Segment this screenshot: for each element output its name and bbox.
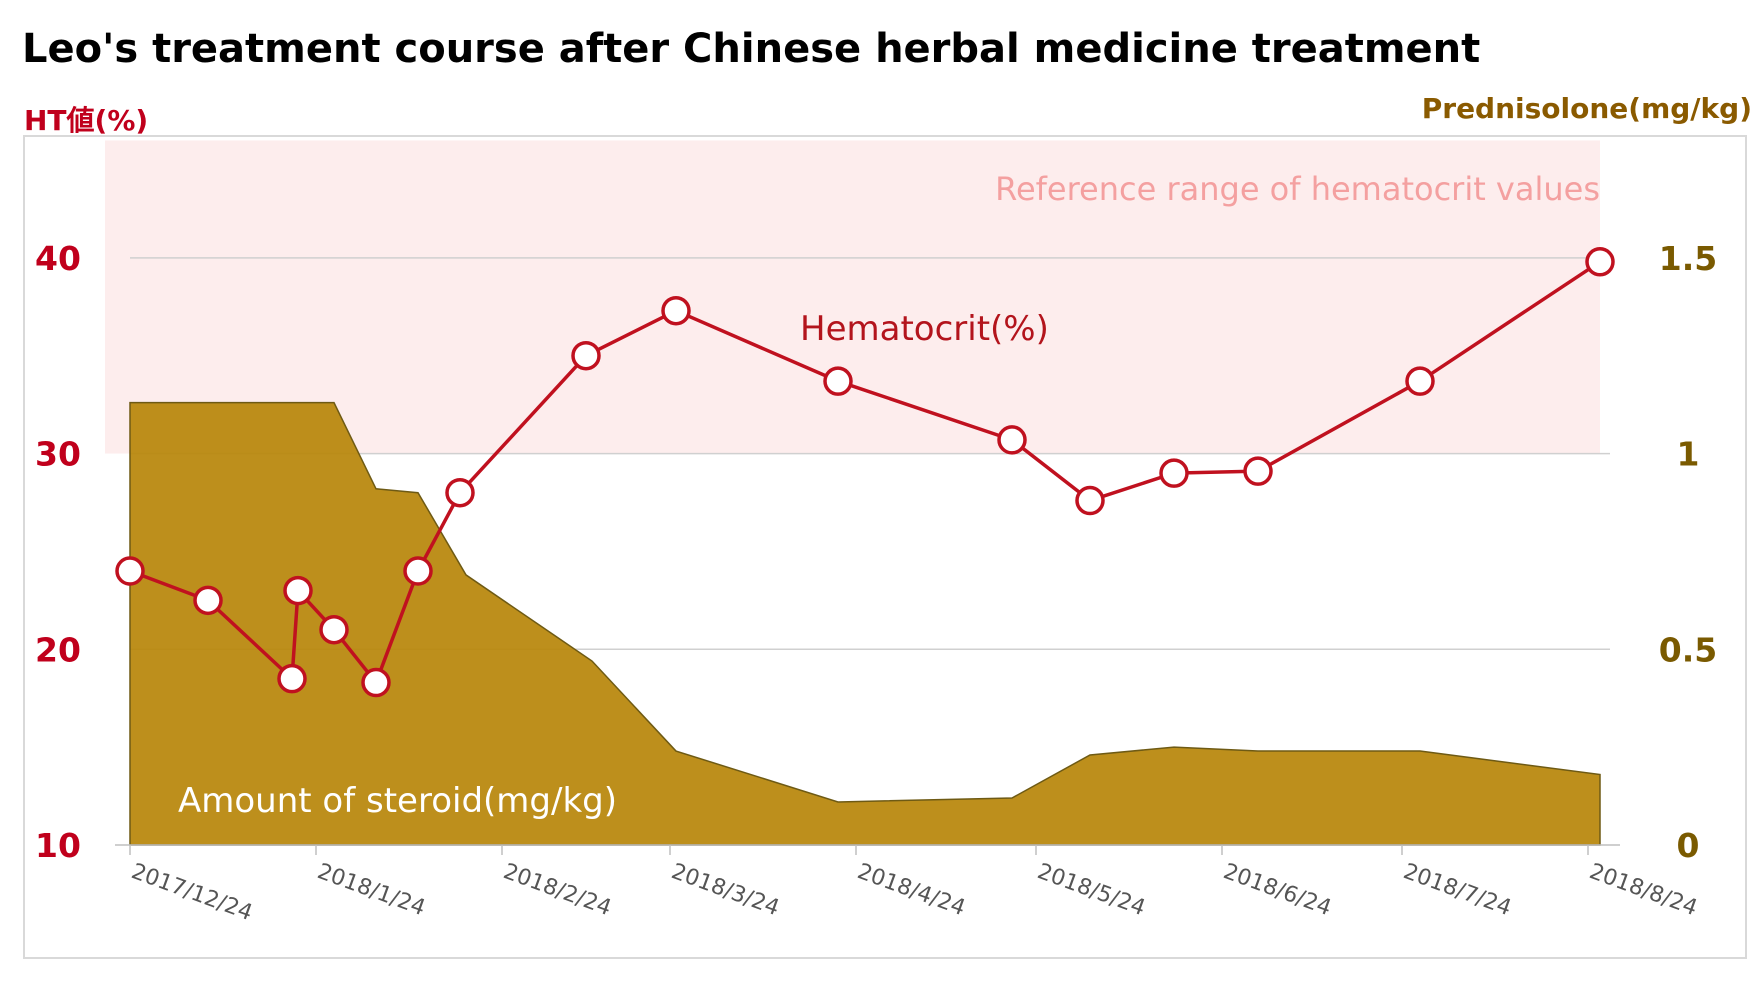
x-tick-label: 2018/5/24: [1034, 859, 1149, 921]
hematocrit-point: [1405, 366, 1435, 396]
hematocrit-point: [283, 575, 313, 606]
hematocrit-point: [571, 340, 601, 371]
left-axis-unit: HT値(%): [24, 104, 148, 137]
hematocrit-series-label: Hematocrit(%): [800, 309, 1049, 349]
hematocrit-point: [661, 295, 691, 326]
hematocrit-point: [193, 585, 223, 616]
hematocrit-point: [277, 663, 307, 694]
hematocrit-point: [1075, 485, 1105, 516]
steroid-series-label: Amount of steroid(mg/kg): [178, 781, 617, 821]
left-tick-20: 20: [35, 630, 81, 669]
x-tick-label: 2017/12/24: [128, 859, 256, 926]
right-axis-unit: Prednisolone(mg/kg): [1422, 92, 1752, 125]
hematocrit-point: [319, 614, 349, 645]
hematocrit-point: [403, 556, 433, 586]
hematocrit-point: [823, 366, 853, 396]
steroid-area: [129, 401, 1601, 846]
left-tick-40: 40: [35, 239, 81, 278]
reference-range-layer: [105, 140, 1600, 454]
reference-range-label: Reference range of hematocrit values: [995, 170, 1600, 208]
left-axis-ticks: 10 20 30 40: [35, 239, 81, 865]
hematocrit-line-layer: [115, 247, 1615, 698]
hematocrit-point: [115, 556, 145, 586]
plot-frame: [23, 135, 1747, 959]
hematocrit-point: [997, 425, 1027, 455]
x-tick-label: 2018/8/24: [1586, 859, 1701, 921]
x-tick-label: 2018/2/24: [500, 859, 615, 921]
x-tick-label: 2018/3/24: [668, 859, 783, 921]
left-tick-30: 30: [35, 435, 81, 474]
right-axis-ticks: 0 0.5 1 1.5: [1659, 239, 1717, 865]
hematocrit-point: [1243, 456, 1273, 486]
right-tick-1.5: 1.5: [1659, 239, 1717, 278]
right-tick-0: 0: [1677, 826, 1700, 865]
hematocrit-point: [445, 477, 475, 508]
x-tick-label: 2018/6/24: [1220, 859, 1335, 921]
right-tick-0.5: 0.5: [1659, 630, 1717, 669]
x-tick-label: 2018/4/24: [854, 859, 969, 921]
x-tick-label: 2018/7/24: [1400, 859, 1515, 921]
hematocrit-point: [1159, 458, 1189, 488]
hematocrit-point: [1585, 247, 1615, 277]
reference-range-band: [105, 140, 1600, 454]
hematocrit-point: [361, 667, 391, 698]
steroid-area-layer: [129, 401, 1601, 846]
x-axis: 2017/12/24 2018/1/24 2018/2/24 2018/3/24 201…: [115, 844, 1701, 926]
x-tick-label: 2018/1/24: [314, 859, 429, 921]
right-tick-1: 1: [1677, 435, 1700, 474]
left-tick-10: 10: [35, 826, 81, 865]
chart-title: Leo's treatment course after Chinese her…: [22, 26, 1480, 72]
